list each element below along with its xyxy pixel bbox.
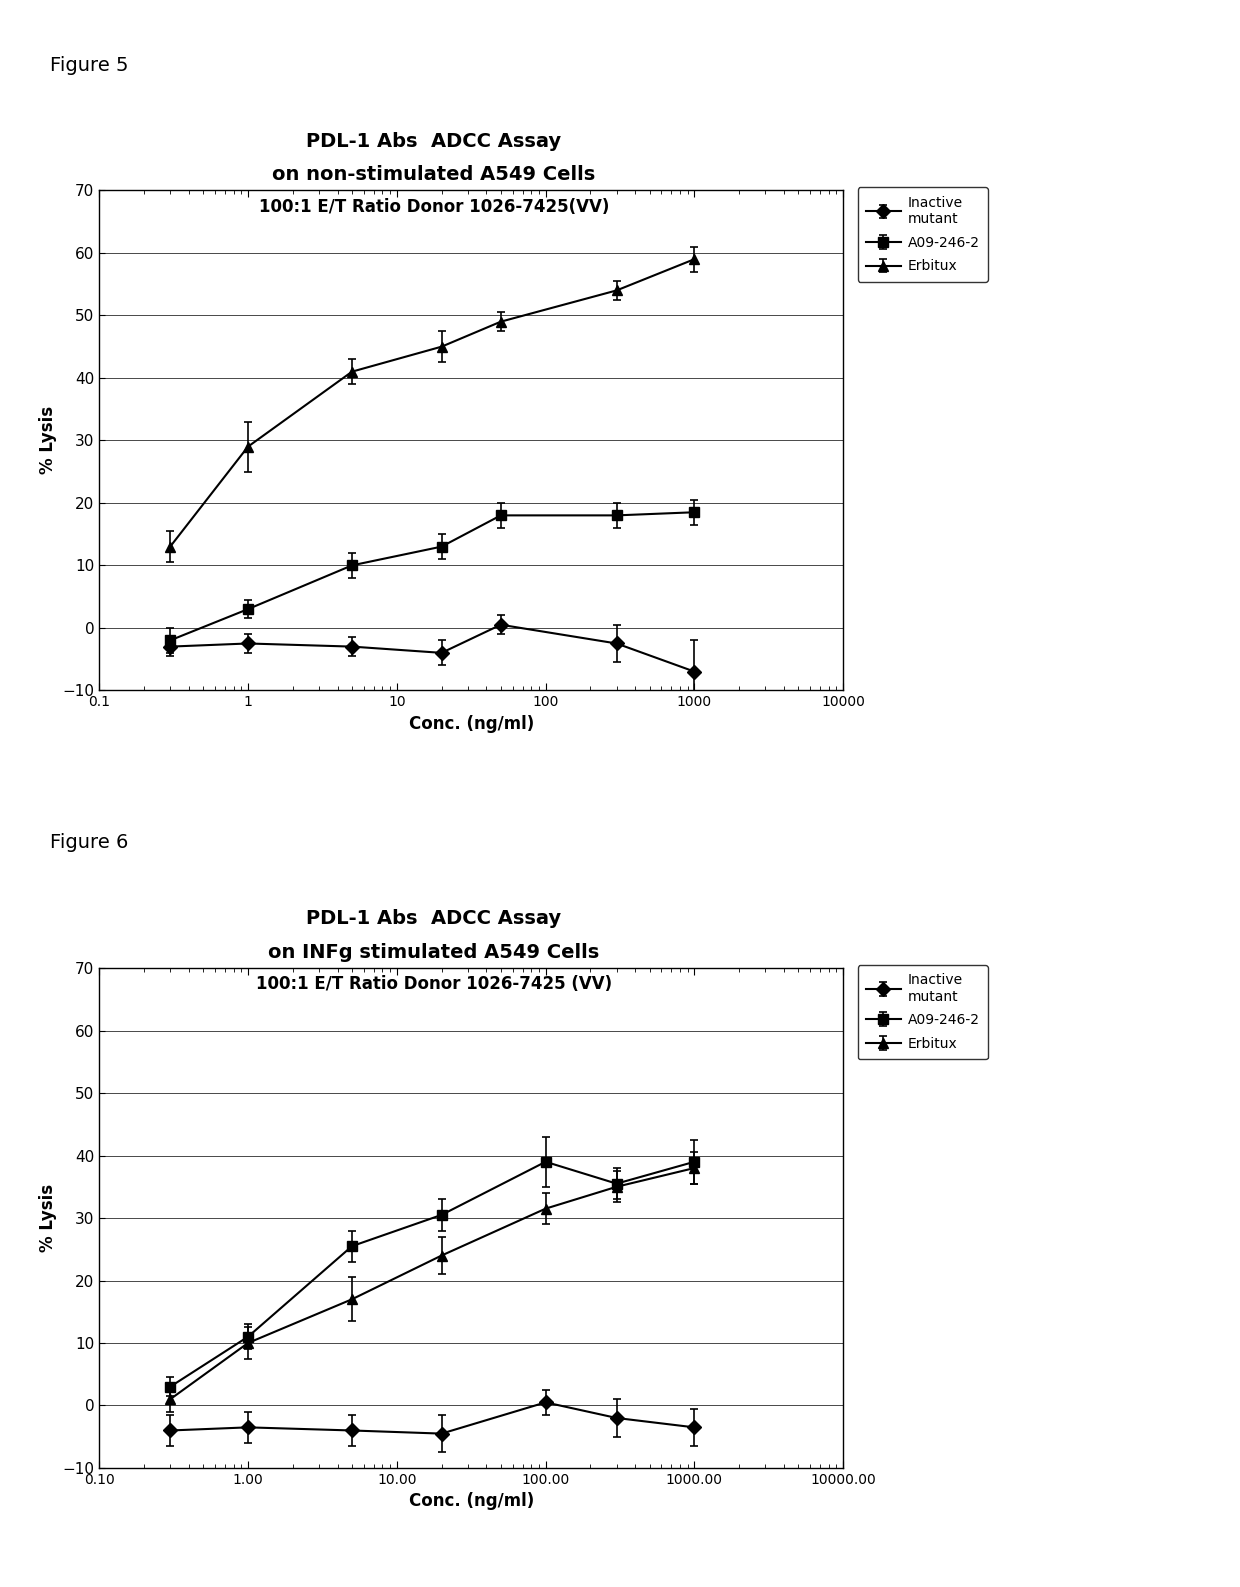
X-axis label: Conc. (ng/ml): Conc. (ng/ml) <box>408 1492 534 1511</box>
Text: Figure 5: Figure 5 <box>50 56 128 75</box>
Text: on non-stimulated A549 Cells: on non-stimulated A549 Cells <box>273 165 595 184</box>
Text: PDL-1 Abs  ADCC Assay: PDL-1 Abs ADCC Assay <box>306 132 562 151</box>
Text: Figure 6: Figure 6 <box>50 833 128 852</box>
Legend: Inactive
mutant, A09-246-2, Erbitux: Inactive mutant, A09-246-2, Erbitux <box>858 187 988 282</box>
Text: PDL-1 Abs  ADCC Assay: PDL-1 Abs ADCC Assay <box>306 909 562 928</box>
Text: 100:1 E/T Ratio Donor 1026-7425 (VV): 100:1 E/T Ratio Donor 1026-7425 (VV) <box>255 976 613 993</box>
Text: on INFg stimulated A549 Cells: on INFg stimulated A549 Cells <box>268 943 600 962</box>
Text: 100:1 E/T Ratio Donor 1026-7425(VV): 100:1 E/T Ratio Donor 1026-7425(VV) <box>259 198 609 216</box>
Legend: Inactive
mutant, A09-246-2, Erbitux: Inactive mutant, A09-246-2, Erbitux <box>858 965 988 1060</box>
Y-axis label: % Lysis: % Lysis <box>38 1184 57 1252</box>
Y-axis label: % Lysis: % Lysis <box>38 406 57 475</box>
X-axis label: Conc. (ng/ml): Conc. (ng/ml) <box>408 714 534 733</box>
